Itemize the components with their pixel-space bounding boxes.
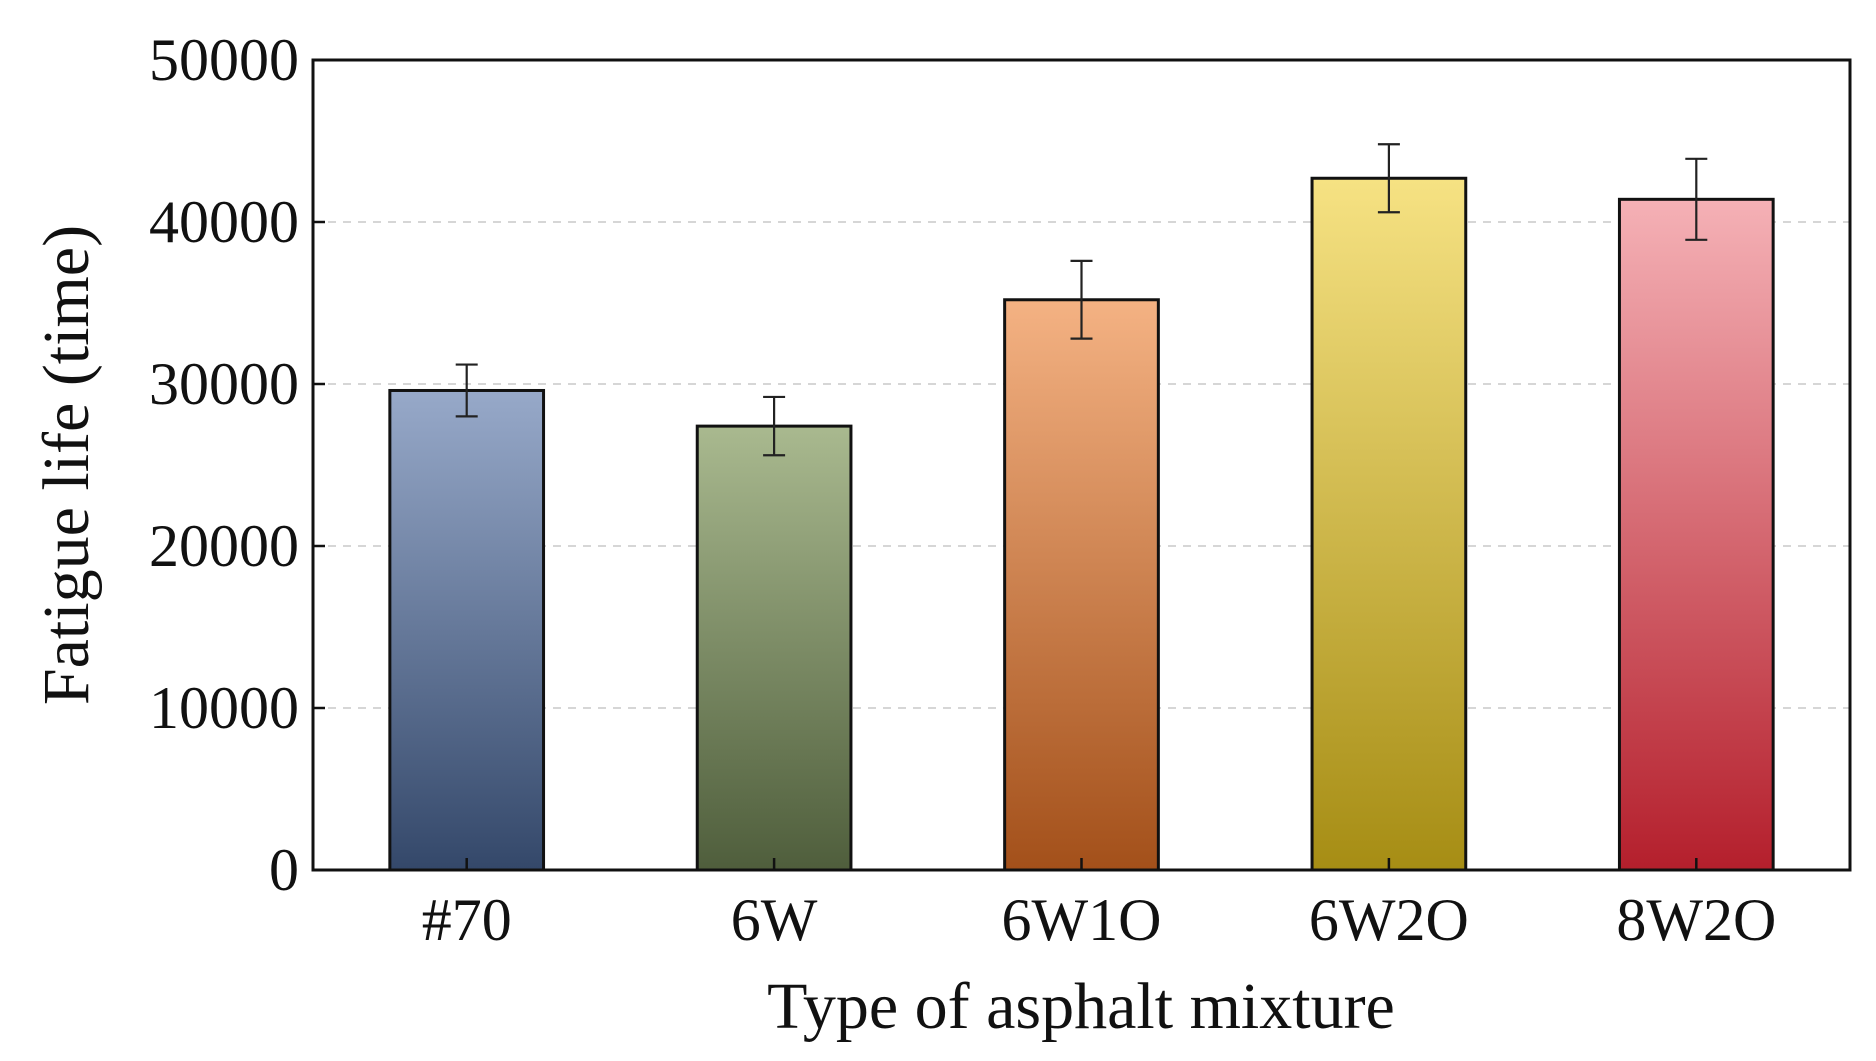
bar-8W2O xyxy=(1617,197,1775,872)
y-tick-label: 30000 xyxy=(149,351,299,417)
bar-6W1O xyxy=(1003,298,1160,872)
y-tick-label: 20000 xyxy=(149,513,299,579)
bar-6W2O xyxy=(1310,176,1468,872)
y-axis: 0 10000 20000 30000 40000 50000 xyxy=(149,27,325,903)
y-tick-label: 10000 xyxy=(149,675,299,741)
x-tick-label: 6W xyxy=(731,887,818,953)
y-tick-label: 50000 xyxy=(149,27,299,93)
y-axis-title: Fatigue life (time) xyxy=(30,225,103,705)
x-tick-label: #70 xyxy=(422,887,512,953)
x-axis: #70 6W 6W1O 6W2O 8W2O xyxy=(422,858,1776,953)
bar-6W xyxy=(695,424,853,872)
x-axis-title: Type of asphalt mixture xyxy=(767,970,1395,1043)
bar-#70 xyxy=(388,388,546,872)
error-bars xyxy=(455,143,1708,457)
y-tick-label: 0 xyxy=(269,837,299,903)
y-tick-label: 40000 xyxy=(149,189,299,255)
x-tick-label: 6W1O xyxy=(1002,887,1162,953)
x-tick-label: 6W2O xyxy=(1309,887,1469,953)
x-tick-label: 8W2O xyxy=(1616,887,1776,953)
